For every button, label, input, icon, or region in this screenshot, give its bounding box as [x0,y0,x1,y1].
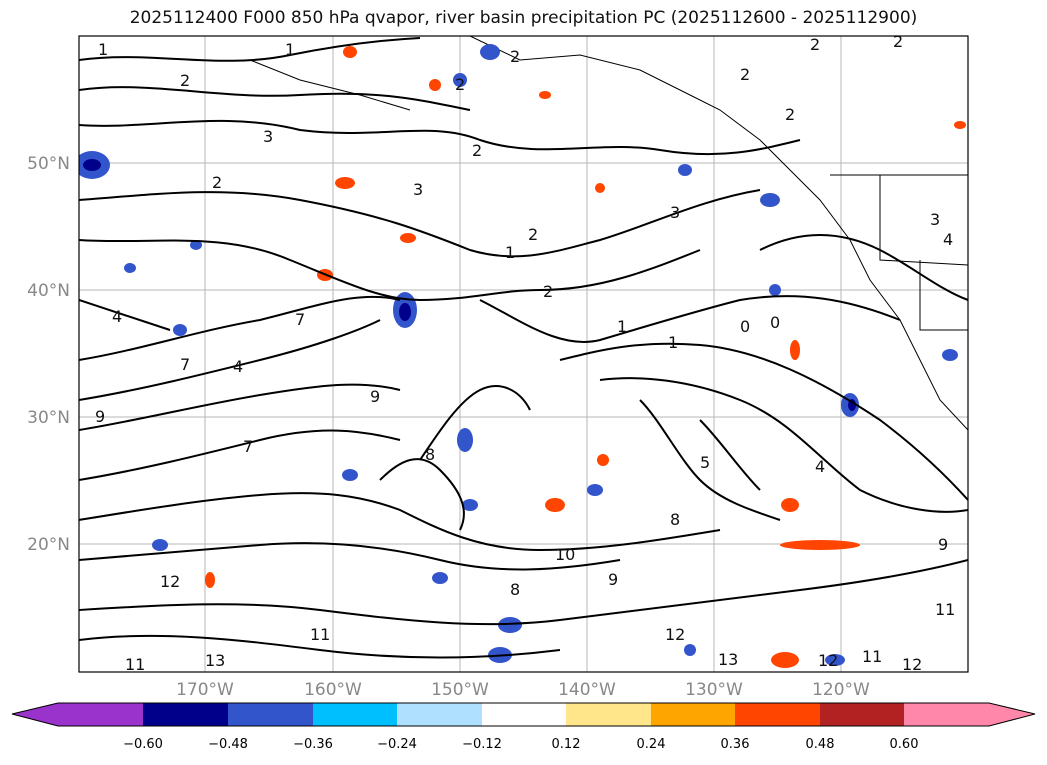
contour-label: 1 [505,243,515,262]
contour-label: 12 [818,651,838,670]
colorbar-segment [143,703,228,726]
graticule [79,36,968,672]
lon-label: 140°W [558,680,616,700]
contour-label: 1 [668,333,678,352]
colorbar-tick-label: 0.60 [890,737,919,752]
contour-label: 11 [310,625,330,644]
contour-label: 1 [285,40,295,59]
contour-label: 11 [125,655,145,674]
colorbar: −0.60 −0.48 −0.36 −0.24 −0.12 0.12 0.24 … [11,702,1036,752]
lat-label: 50°N [27,154,70,174]
colorbar-ticks: −0.60 −0.48 −0.36 −0.24 −0.12 0.12 0.24 … [123,737,918,752]
contour-label: 4 [815,457,825,476]
contour-label: 2 [740,65,750,84]
colorbar-tick-label: 0.12 [552,737,581,752]
contour-label: 13 [718,650,738,669]
longitude-labels: 170°W 160°W 150°W 140°W 130°W 120°W [176,680,870,700]
map-border [78,35,969,673]
contour-label: 13 [205,651,225,670]
colorbar-segment [904,703,989,726]
colorbar-segment [313,703,397,726]
contour-label: 4 [112,307,122,326]
contour-label: 2 [212,173,222,192]
contour-label: 2 [528,225,538,244]
contour-label: 5 [700,453,710,472]
qvapor-contours [79,37,968,659]
contour-label: 2 [510,47,520,66]
contour-label: 4 [943,230,953,249]
colorbar-segment [397,703,482,726]
colorbar-segment [566,703,651,726]
precip-shading [79,44,966,668]
contour-label: 8 [425,445,435,464]
contour-label: 1 [617,317,627,336]
contour-label: 9 [608,570,618,589]
lat-label: 30°N [27,408,70,428]
colorbar-segment [651,703,735,726]
colorbar-extend-min [12,703,58,726]
colorbar-tick-label: 0.36 [721,737,750,752]
colorbar-outline [11,702,1036,727]
map-area [79,36,968,672]
contour-label: 9 [370,387,380,406]
contour-label: 2 [810,35,820,54]
latitude-labels: 50°N 40°N 30°N 20°N [27,154,70,555]
map-content: 1 1 2 2 2 2 2 3 2 2 3 2 2 3 2 4 2 1 3 1 … [79,32,968,674]
colorbar-extend-max [989,703,1035,726]
contour-label: 3 [413,180,423,199]
lon-label: 160°W [304,680,362,700]
lon-label: 130°W [685,680,743,700]
contour-label: 8 [670,510,680,529]
colorbar-tick-label: 0.48 [806,737,835,752]
lon-label: 170°W [176,680,234,700]
colorbar-segment [58,703,143,726]
colorbar-segment [735,703,820,726]
contour-label: 12 [160,572,180,591]
contour-label: 0 [770,313,780,332]
contour-label: 7 [295,310,305,329]
lat-label: 20°N [27,535,70,555]
contour-label: 3 [263,127,273,146]
colorbar-tick-label: −0.24 [377,737,417,752]
contour-label: 12 [665,625,685,644]
contour-labels: 1 1 2 2 2 2 2 3 2 2 3 2 2 3 2 4 2 1 3 1 … [95,32,955,674]
contour-label: 2 [893,32,903,51]
contour-label: 11 [935,600,955,619]
contour-label: 2 [785,105,795,124]
colorbar-tick-label: −0.12 [462,737,502,752]
colorbar-segment [482,703,566,726]
contour-label: 1 [98,40,108,59]
contour-label: 3 [930,210,940,229]
colorbar-tick-label: −0.48 [208,737,248,752]
lon-label: 120°W [812,680,870,700]
contour-label: 12 [902,655,922,674]
contour-label: 10 [555,545,575,564]
lat-label: 40°N [27,281,70,301]
map-title: 2025112400 F000 850 hPa qvapor, river ba… [129,8,918,28]
contour-label: 11 [862,647,882,666]
contour-label: 7 [243,437,253,456]
contour-label: 9 [95,407,105,426]
contour-label: 3 [670,203,680,222]
coastlines [249,36,968,431]
colorbar-tick-label: 0.24 [637,737,666,752]
contour-label: 2 [455,75,465,94]
contour-label: 9 [938,535,948,554]
contour-label: 2 [180,71,190,90]
lon-label: 150°W [431,680,489,700]
contour-label: 2 [543,282,553,301]
contour-label: 0 [740,317,750,336]
contour-label: 7 [180,355,190,374]
colorbar-tick-label: −0.36 [293,737,333,752]
contour-label: 4 [233,357,243,376]
contour-label: 2 [472,141,482,160]
colorbar-tick-label: −0.60 [123,737,163,752]
colorbar-segment [228,703,313,726]
colorbar-segment [820,703,904,726]
contour-label: 8 [510,580,520,599]
